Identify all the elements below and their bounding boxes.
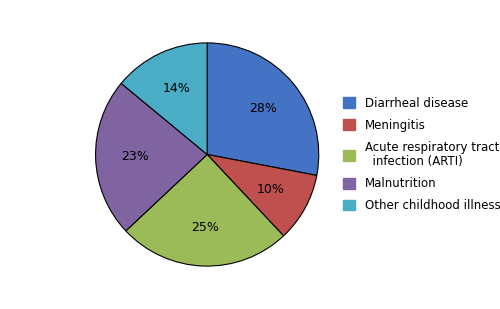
Wedge shape <box>121 43 207 154</box>
Wedge shape <box>126 154 284 266</box>
Text: 25%: 25% <box>191 221 219 234</box>
Legend: Diarrheal disease, Meningitis, Acute respiratory tract
  infection (ARTI), Malnu: Diarrheal disease, Meningitis, Acute res… <box>338 92 500 217</box>
Wedge shape <box>96 83 207 231</box>
Text: 23%: 23% <box>121 150 148 163</box>
Text: 10%: 10% <box>257 183 284 196</box>
Text: 28%: 28% <box>249 102 277 115</box>
Wedge shape <box>207 43 319 176</box>
Text: 14%: 14% <box>162 83 190 95</box>
Wedge shape <box>207 154 317 236</box>
